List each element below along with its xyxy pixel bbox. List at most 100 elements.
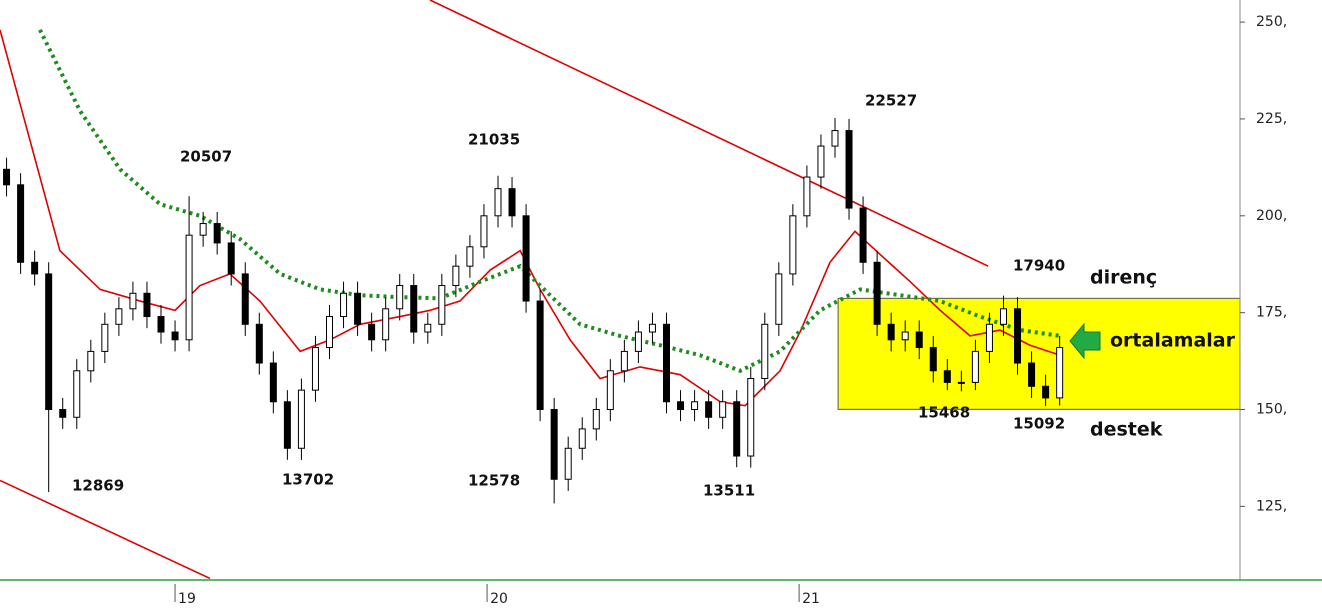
candle-body [845,130,853,209]
annotation: 17940 [1013,257,1065,275]
candle-body [17,184,25,263]
annotation: direnç [1090,267,1157,289]
candle-body [817,145,825,178]
candle-body [424,323,432,333]
trend-line [0,479,211,580]
x-tick-label: 20 [490,591,508,607]
candle-body [269,362,277,403]
y-tick-label: 125, [1256,498,1287,514]
candle-body [634,331,642,352]
candle-body [929,347,937,372]
candle-body [522,215,530,302]
annotation: 15468 [918,404,970,422]
candle-body [831,130,839,147]
x-tick-label: 21 [802,591,820,607]
annotation: 13702 [282,471,334,489]
candle-body [705,401,713,418]
candle-body [368,323,376,341]
candle-body [789,215,797,275]
candle-body [578,428,586,449]
candle-body [985,323,993,352]
candle-body [901,331,909,341]
candle-body [466,246,474,267]
y-tick-label: 250, [1256,14,1287,30]
candle-body [999,308,1007,325]
candle-body [241,273,249,325]
candle-body [1014,308,1022,364]
candle-body [620,350,628,372]
candle-body [382,308,390,341]
annotation: 21035 [468,131,520,149]
candle-body [59,409,67,418]
candle-body [452,265,460,287]
candle-body [31,261,39,275]
candle-body [719,401,727,418]
candle-body [340,292,348,318]
annotation: 12869 [72,477,124,495]
candle-body [971,350,979,383]
candle-body [213,223,221,244]
moving-average [0,29,1061,407]
candle-body [45,273,53,411]
candle-body [648,323,656,333]
y-tick-label: 150, [1256,402,1287,418]
trend-line [429,0,989,267]
moving-average [38,28,1061,373]
candle-body [592,409,600,430]
candle-body [957,381,965,384]
candle-body [101,323,109,352]
candle-body [255,323,263,364]
candle-body [3,168,11,186]
annotation: ortalamalar [1110,330,1236,352]
annotation: 22527 [865,92,917,110]
candle-body [129,292,137,310]
candle-body [480,215,488,248]
y-tick-label: 200, [1256,208,1287,224]
candle-body [747,378,755,457]
candle-body [283,401,291,449]
candle-body [171,331,179,341]
candle-body [87,350,95,372]
x-tick-label: 19 [178,591,196,607]
candle-body [73,370,81,418]
candle-body [662,323,670,403]
candle-body [859,207,867,263]
candle-body [803,176,811,217]
candle-body [691,401,699,411]
candle-body [606,370,614,411]
candle-body [887,323,895,341]
arrow [1069,322,1101,360]
candle-body [354,292,362,325]
candle-body [508,188,516,217]
annotation: destek [1090,419,1163,441]
candle-body [775,273,783,325]
candle-body [326,316,334,349]
candle-body [199,223,207,236]
candle-body [536,300,544,411]
candle-body [396,285,404,310]
candle-body [564,447,572,480]
candle-body [438,285,446,325]
candle-body [157,316,165,333]
annotation: 15092 [1013,415,1065,433]
candle-body [1028,362,1036,387]
candle-body [677,401,685,411]
annotation: 20507 [180,148,232,166]
y-tick-label: 225, [1256,111,1287,127]
candle-body [761,323,769,380]
candle-body [410,285,418,333]
candle-body [185,234,193,341]
candle-body [297,389,305,449]
candle-body [143,292,151,318]
candle-body [873,261,881,325]
candle-body [915,331,923,349]
candle-body [733,401,741,457]
candle-body [311,347,319,391]
candle-body [1056,347,1064,399]
candle-body [115,308,123,325]
annotation: 12578 [468,472,520,490]
candle-body [943,370,951,383]
candle-body [550,409,558,480]
y-tick-label: 175, [1256,305,1287,321]
annotation: 13511 [703,482,755,500]
